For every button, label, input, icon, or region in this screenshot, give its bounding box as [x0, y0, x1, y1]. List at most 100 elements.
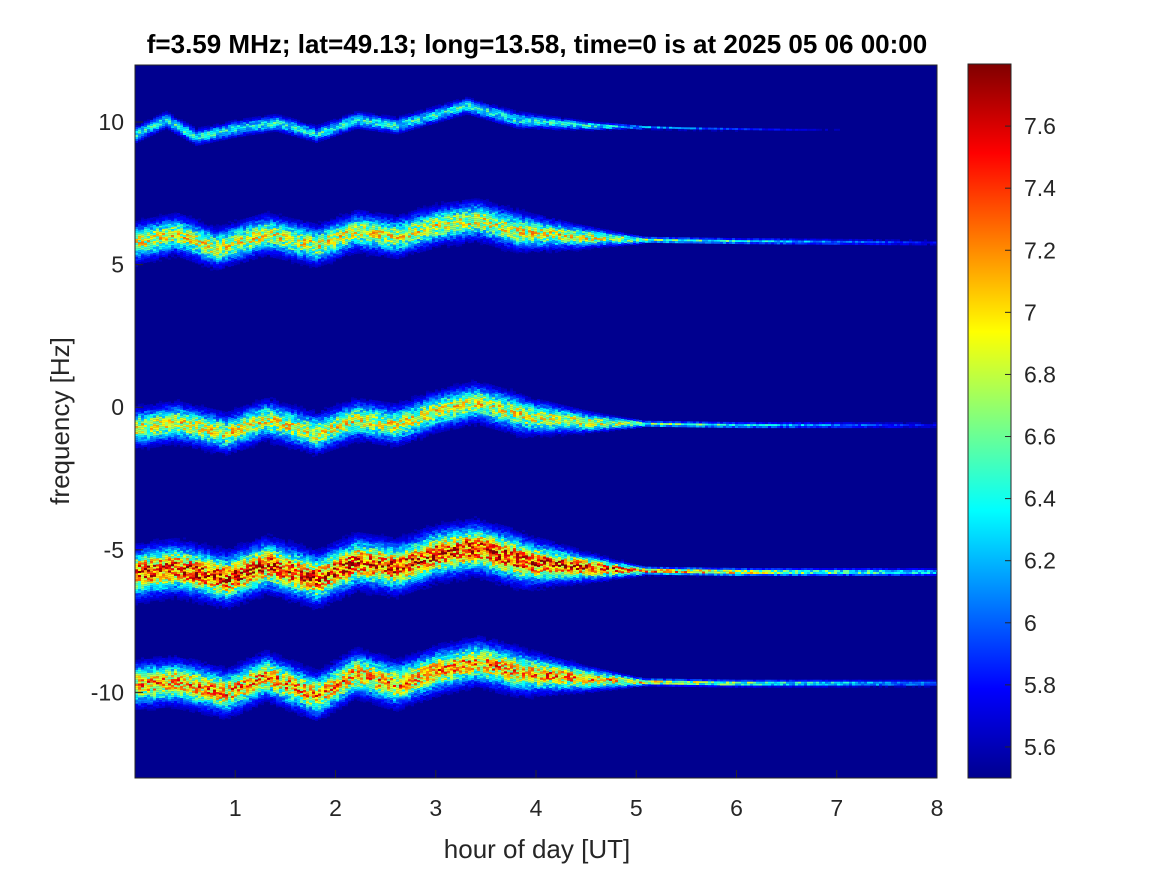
heat-cell: [231, 226, 234, 229]
heat-cell: [612, 236, 615, 239]
heat-cell: [222, 126, 225, 129]
heat-cell: [504, 210, 507, 213]
heat-cell: [708, 127, 711, 130]
heat-cell: [144, 134, 147, 137]
heat-cell: [366, 114, 369, 117]
heat-cell: [720, 127, 723, 130]
heat-cell: [354, 121, 357, 124]
heat-cell: [207, 139, 210, 142]
heat-cell: [261, 227, 264, 230]
heat-cell: [408, 231, 411, 234]
heat-cell: [153, 132, 156, 135]
heat-cell: [258, 238, 261, 241]
heat-cell: [537, 244, 540, 247]
heat-cell: [519, 220, 522, 223]
heat-cell: [477, 208, 480, 211]
heat-cell: [360, 210, 363, 213]
heat-cell: [249, 117, 252, 120]
heat-cell: [276, 119, 279, 122]
heat-cell: [135, 260, 138, 263]
heat-cell: [456, 222, 459, 225]
heat-cell: [873, 241, 876, 244]
heat-cell: [342, 127, 345, 130]
heat-cell: [480, 201, 483, 204]
heat-cell: [531, 114, 534, 117]
heat-cell: [522, 121, 525, 124]
heat-cell: [492, 104, 495, 106]
heat-cell: [489, 215, 492, 218]
heat-cell: [156, 230, 159, 233]
heat-cell: [537, 248, 540, 251]
heat-cell: [345, 237, 348, 240]
heat-cell: [204, 132, 207, 134]
heat-cell: [507, 226, 510, 229]
heat-cell: [450, 239, 453, 242]
heat-cell: [234, 257, 237, 260]
heat-cell: [390, 248, 393, 251]
heat-cell: [540, 229, 543, 232]
heat-cell: [246, 237, 249, 240]
heat-cell: [576, 123, 579, 126]
heat-cell: [231, 264, 234, 267]
heat-cell: [192, 230, 195, 233]
heat-cell: [312, 244, 315, 247]
heat-cell: [396, 217, 399, 220]
heat-cell: [234, 255, 237, 258]
heat-cell: [654, 236, 657, 239]
heat-cell: [384, 247, 387, 250]
heat-cell: [507, 204, 510, 207]
heat-cell: [348, 226, 351, 229]
heat-cell: [216, 135, 219, 138]
heat-cell: [750, 242, 753, 245]
heat-cell: [138, 230, 141, 233]
heat-cell: [630, 236, 633, 239]
heat-cell: [600, 246, 603, 249]
heat-cell: [384, 251, 387, 254]
heat-cell: [276, 244, 279, 247]
heat-cell: [213, 263, 216, 266]
heat-cell: [309, 123, 312, 126]
heat-cell: [213, 136, 216, 139]
heat-cell: [387, 255, 390, 258]
heat-cell: [228, 258, 231, 261]
heat-cell: [357, 237, 360, 240]
heat-cell: [423, 227, 426, 230]
heat-cell: [570, 230, 573, 233]
heat-cell: [459, 244, 462, 247]
heat-cell: [228, 228, 231, 231]
heat-cell: [243, 120, 246, 123]
heat-cell: [426, 115, 429, 118]
heat-cell: [321, 139, 324, 142]
heat-cell: [255, 255, 258, 258]
heat-cell: [207, 241, 210, 244]
heat-cell: [273, 254, 276, 257]
heat-cell: [333, 233, 336, 236]
heat-cell: [438, 233, 441, 236]
heat-cell: [480, 110, 483, 113]
heat-cell: [456, 99, 459, 102]
heat-cell: [354, 216, 357, 218]
heat-cell: [159, 255, 162, 258]
heat-cell: [438, 243, 441, 246]
heat-cell: [510, 125, 513, 128]
heat-cell: [519, 224, 522, 227]
heat-cell: [288, 249, 291, 252]
heat-cell: [207, 131, 210, 134]
heat-cell: [549, 219, 552, 222]
heat-cell: [240, 247, 243, 250]
heat-cell: [498, 111, 501, 114]
heat-cell: [285, 226, 288, 229]
heat-cell: [468, 201, 471, 204]
heat-cell: [459, 202, 462, 205]
heat-cell: [210, 228, 213, 231]
heat-cell: [282, 238, 285, 241]
heat-cell: [156, 228, 159, 231]
heat-cell: [498, 238, 501, 241]
heat-cell: [438, 235, 441, 238]
heat-cell: [477, 115, 480, 118]
heat-cell: [342, 216, 345, 219]
heat-cell: [570, 240, 573, 243]
heat-cell: [393, 234, 396, 237]
heat-cell: [594, 229, 597, 232]
heat-cell: [420, 246, 423, 249]
